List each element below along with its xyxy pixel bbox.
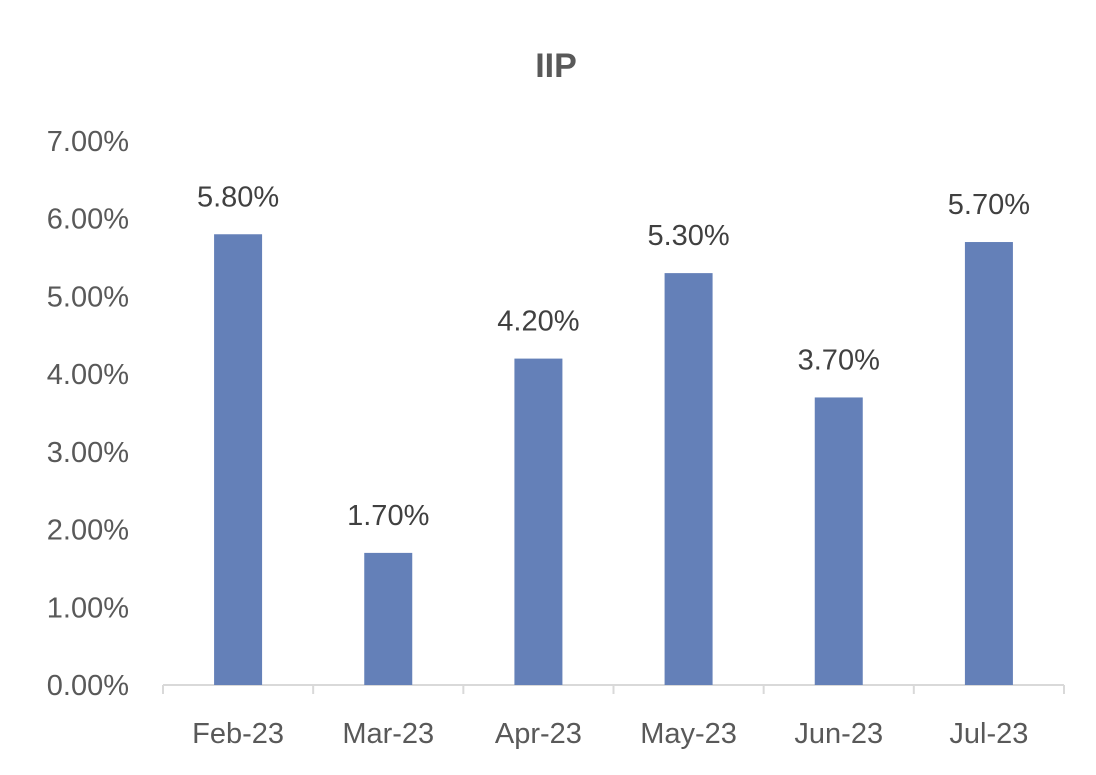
bar-data-label: 3.70%	[798, 344, 880, 376]
y-tick-label: 1.00%	[47, 592, 129, 624]
x-category-label: Jul-23	[949, 718, 1028, 750]
x-category-label: May-23	[640, 718, 737, 750]
x-category-label: Feb-23	[192, 718, 284, 750]
bar-data-label: 5.70%	[948, 189, 1030, 221]
bar	[214, 234, 263, 685]
y-tick-label: 0.00%	[47, 670, 129, 702]
data-labels: 5.80% 1.70% 4.20% 5.30% 3.70% 5.70%	[197, 181, 1030, 532]
bar	[514, 358, 563, 685]
x-category-label: Jun-23	[794, 718, 883, 750]
y-tick-label: 4.00%	[47, 359, 129, 391]
y-tick-label: 3.00%	[47, 437, 129, 469]
bar	[814, 397, 863, 685]
bar	[964, 242, 1013, 685]
x-axis-labels: Feb-23 Mar-23 Apr-23 May-23 Jun-23 Jul-23	[192, 718, 1028, 750]
y-tick-label: 7.00%	[47, 126, 129, 158]
y-tick-label: 5.00%	[47, 281, 129, 313]
x-category-label: Apr-23	[495, 718, 582, 750]
bar-data-label: 1.70%	[347, 500, 429, 532]
y-tick-label: 6.00%	[47, 204, 129, 236]
x-category-label: Mar-23	[342, 718, 434, 750]
chart-title: IIP	[535, 47, 577, 85]
x-axis	[162, 684, 1065, 694]
bar	[364, 552, 413, 685]
y-axis-ticks: 0.00% 1.00% 2.00% 3.00% 4.00% 5.00% 6.00% 7.00%	[47, 126, 129, 702]
bar-data-label: 5.80%	[197, 181, 279, 213]
bar-data-label: 4.20%	[497, 306, 579, 338]
y-tick-label: 2.00%	[47, 515, 129, 547]
bar-data-label: 5.30%	[647, 220, 729, 252]
bar	[664, 273, 713, 685]
bar-series	[214, 234, 1013, 685]
